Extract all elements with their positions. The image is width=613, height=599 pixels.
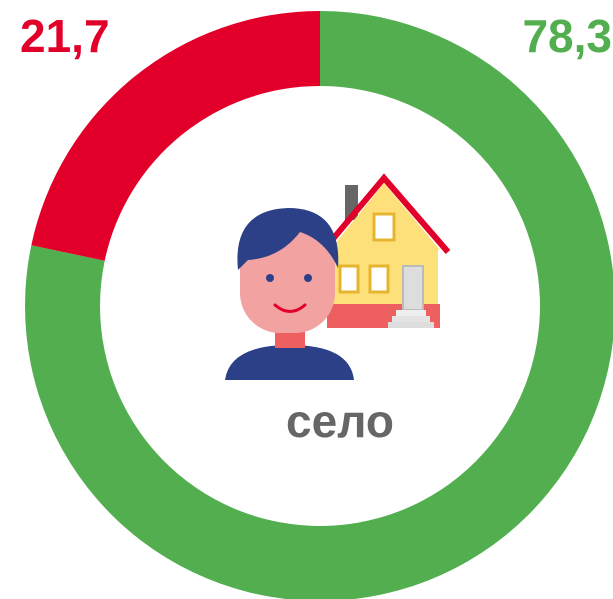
window xyxy=(372,212,396,242)
window xyxy=(338,264,360,294)
shoulders xyxy=(225,345,354,380)
value-label: 21,7 xyxy=(20,10,110,62)
roof xyxy=(319,173,451,254)
hair xyxy=(237,208,339,270)
center-label: село xyxy=(286,395,394,447)
illustration xyxy=(225,173,451,380)
mouth xyxy=(273,303,307,313)
step xyxy=(388,322,434,328)
donut-segment xyxy=(31,11,320,261)
value-label: 78,3 xyxy=(522,10,612,62)
step xyxy=(396,310,426,316)
eye xyxy=(266,274,274,282)
window xyxy=(368,264,390,294)
step xyxy=(392,316,430,322)
door xyxy=(402,265,424,311)
eye xyxy=(304,274,312,282)
ring xyxy=(25,11,613,599)
